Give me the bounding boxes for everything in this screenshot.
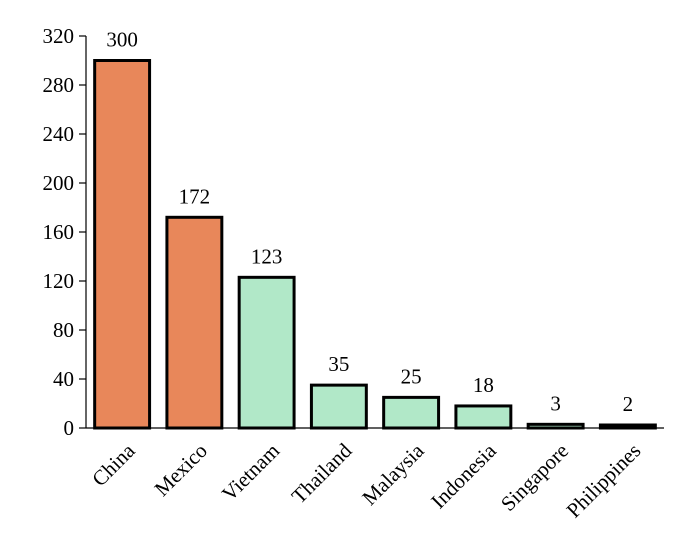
bar-malaysia [382, 395, 441, 430]
y-tick-label: 240 [43, 122, 75, 146]
y-tick-label: 320 [43, 24, 75, 48]
y-tick-label: 120 [43, 269, 75, 293]
data-label-philippines: 2 [623, 392, 634, 416]
y-tick-label: 80 [53, 318, 74, 342]
x-tick-label-mexico: Mexico [150, 439, 212, 501]
bar-china [93, 59, 152, 430]
bars [93, 59, 657, 430]
y-tick-label: 0 [64, 416, 75, 440]
y-tick-label: 280 [43, 73, 75, 97]
x-tick-label-malaysia: Malaysia [357, 438, 429, 510]
y-tick-label: 40 [53, 367, 74, 391]
bar-vietnam [237, 275, 296, 430]
bar-thailand [309, 383, 368, 430]
bar-indonesia [454, 404, 513, 430]
data-label-vietnam: 123 [251, 244, 283, 268]
data-labels: 300 172 123 35 25 18 3 2 [106, 28, 633, 417]
data-label-mexico: 172 [179, 184, 211, 208]
y-tick-label: 160 [43, 220, 75, 244]
y-tick-label: 200 [43, 171, 75, 195]
x-tick-label-thailand: Thailand [287, 438, 357, 508]
x-tick-label-vietnam: Vietnam [217, 439, 284, 506]
x-axis: China Mexico Vietnam Thailand MalaysiaIndone… [86, 427, 664, 523]
data-label-singapore: 3 [550, 391, 561, 415]
data-label-malaysia: 25 [401, 364, 422, 388]
bar-mexico [165, 215, 224, 430]
data-label-indonesia: 18 [473, 373, 494, 397]
y-axis: 0 40 80 120 160 200 240 280 320 [43, 24, 87, 440]
data-label-thailand: 35 [328, 352, 349, 376]
data-label-china: 300 [106, 28, 138, 52]
x-tick-label-china: China [87, 438, 140, 491]
x-tick-label-indonesia: Indonesia [426, 438, 501, 513]
x-tick-label-philippines: Philippines [562, 439, 646, 523]
